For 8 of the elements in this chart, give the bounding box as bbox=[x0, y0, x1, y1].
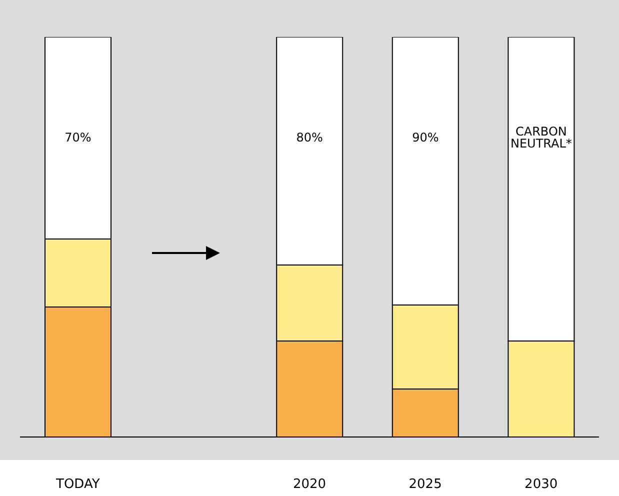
x-tick-label: TODAY bbox=[55, 477, 100, 492]
annotation: CARBON NEUTRAL* bbox=[510, 124, 572, 150]
annotation: 80% bbox=[296, 130, 323, 144]
x-tick-label: 2030 bbox=[524, 477, 558, 492]
annotation: 90% bbox=[412, 130, 439, 144]
annotation: 70% bbox=[64, 130, 92, 144]
x-tick-label: 2020 bbox=[292, 477, 326, 492]
x-tick-label: 2025 bbox=[408, 477, 442, 492]
